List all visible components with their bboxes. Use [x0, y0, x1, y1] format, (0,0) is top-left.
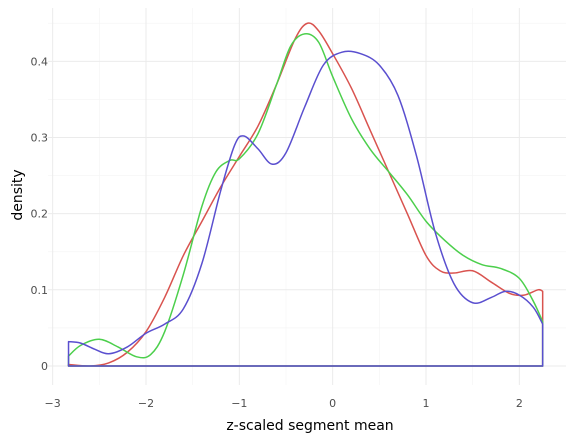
- x-axis-title: z-scaled segment mean: [226, 418, 393, 434]
- y-tick-label: 0.1: [31, 284, 49, 297]
- x-tick-label: −1: [231, 397, 247, 410]
- x-tick-label: 2: [516, 397, 523, 410]
- x-tick-label: 1: [423, 397, 430, 410]
- x-tick-label: −2: [138, 397, 154, 410]
- y-axis-ticks: 0 0.1 0.2 0.3 0.4: [31, 55, 49, 373]
- density-line-series-3: [67, 50, 544, 367]
- y-tick-label: 0: [41, 360, 48, 373]
- density-line-series-1: [67, 22, 544, 367]
- x-axis-ticks: −3 −2 −1 0 1 2: [45, 397, 523, 410]
- density-series: [67, 22, 544, 367]
- y-axis-title: density: [10, 169, 26, 220]
- y-tick-label: 0.4: [31, 55, 49, 68]
- y-tick-label: 0.2: [31, 208, 49, 221]
- y-tick-label: 0.3: [31, 131, 49, 144]
- x-tick-label: 0: [329, 397, 336, 410]
- x-tick-label: −3: [45, 397, 61, 410]
- density-line-series-2: [67, 33, 544, 367]
